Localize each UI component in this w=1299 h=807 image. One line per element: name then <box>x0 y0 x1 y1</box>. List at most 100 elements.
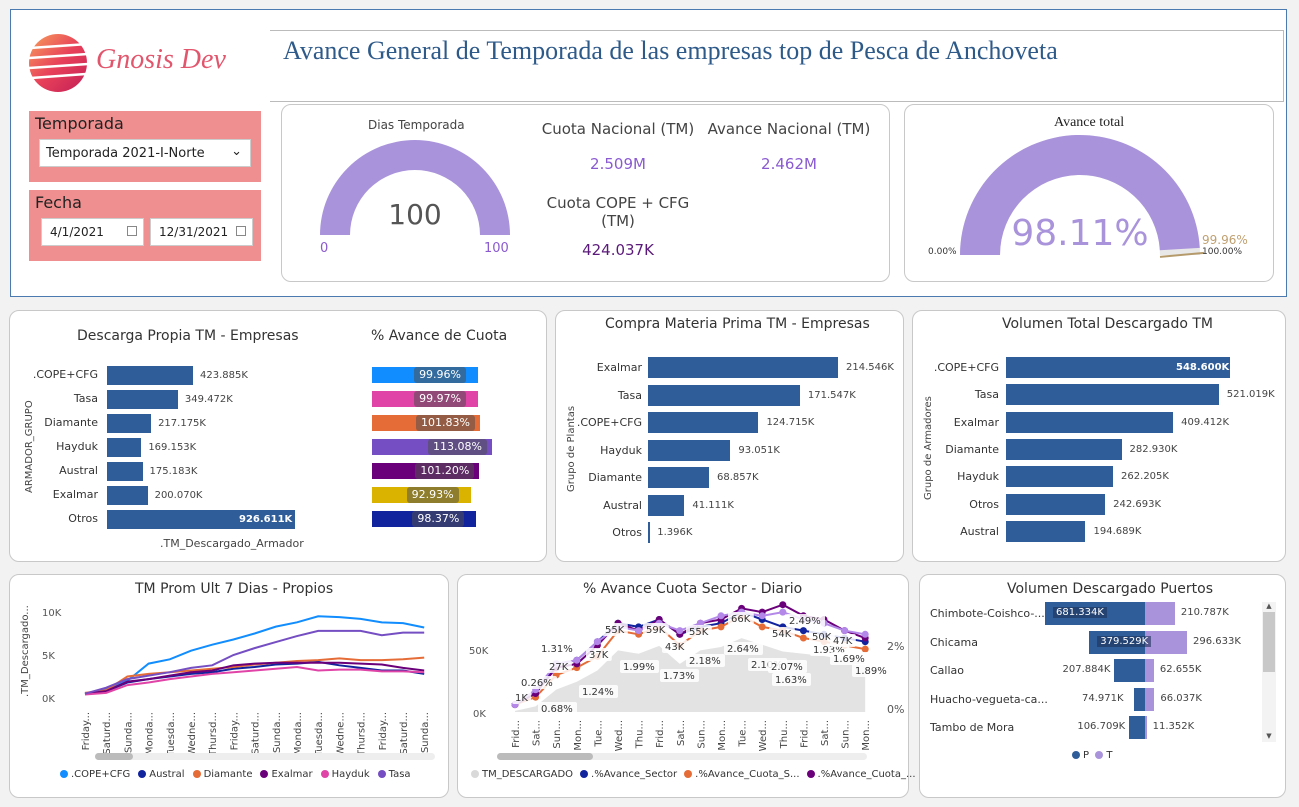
prom-series-line <box>84 661 425 695</box>
sector-xtick: Mon... <box>717 720 728 751</box>
scroll-down-icon[interactable]: ▼ <box>1266 732 1272 740</box>
descarga-category: Austral <box>59 464 98 477</box>
sector-annotation-bg <box>686 625 712 638</box>
sector-point <box>799 627 807 635</box>
sector-annotation: 55K <box>605 625 625 636</box>
sector-annotation-bg <box>538 702 577 715</box>
sector-point <box>573 656 581 664</box>
sector-point <box>861 645 869 653</box>
puertos-p-bar <box>1129 716 1145 739</box>
season-dropdown[interactable]: Temporada 2021-I-Norte ⌄ <box>39 139 251 167</box>
legend-label: .COPE+CFG <box>71 769 131 780</box>
volumen-category: Hayduk <box>957 470 999 484</box>
sector-annotation-bg <box>768 660 807 673</box>
sector-annotation: 0.26% <box>521 678 553 689</box>
sector-scrollbar[interactable] <box>497 753 867 760</box>
sector-annotation-bg <box>620 660 659 673</box>
sector-annotation: 37K <box>589 650 609 661</box>
sector-ytick-right: 0% <box>887 703 904 716</box>
puertos-category: Tambo de Mora <box>930 721 1015 734</box>
volumen-bar-label: 242.693K <box>1113 498 1162 510</box>
sector-annotation-bg <box>579 685 618 698</box>
volumen-bar-label: 548.600K <box>1176 362 1230 373</box>
sector-annotation-bg <box>728 612 754 625</box>
volumen-card <box>912 310 1286 562</box>
sector-annotation-bg <box>852 664 891 677</box>
prom-legend-item[interactable]: Tasa <box>377 769 411 780</box>
sector-point <box>861 630 869 638</box>
sector-annotation: 1.69% <box>833 654 865 665</box>
prom-ytick: 10K <box>42 608 62 619</box>
sector-annotation: 2.64% <box>727 644 759 655</box>
prom-legend-item[interactable]: Hayduk <box>320 769 370 780</box>
volumen-title: Volumen Total Descargado TM <box>1002 316 1214 332</box>
puertos-scroll-thumb[interactable] <box>1263 612 1275 672</box>
prom-legend-item[interactable]: .COPE+CFG <box>60 769 130 780</box>
volumen-ylabel: Grupo de Armadores <box>923 396 934 500</box>
legend-dot <box>260 770 269 778</box>
puertos-p-bar <box>1133 687 1145 711</box>
prom-xtick: Friday... <box>81 712 92 750</box>
scroll-up-icon[interactable]: ▲ <box>1266 602 1272 610</box>
descarga-bar-label: 175.183K <box>149 466 198 477</box>
sector-legend-item[interactable]: .%Avance_Sector <box>580 769 677 780</box>
date-to-input[interactable]: 12/31/2021 <box>150 218 253 246</box>
sector-annotation-bg <box>724 642 763 655</box>
pct-label: 113.08% <box>428 439 487 455</box>
puertos-scrollbar[interactable]: ▲ ▼ <box>1262 602 1276 742</box>
puertos-t-label: 296.633K <box>1193 635 1241 647</box>
calendar-icon[interactable] <box>236 226 246 236</box>
sector-annotation: 1.99% <box>623 662 655 673</box>
sector-xtick: Sun... <box>696 720 707 749</box>
legend-label: Austral <box>149 769 185 780</box>
dias-gauge-arc <box>320 140 510 235</box>
prom-legend-item[interactable]: Exalmar <box>260 769 313 780</box>
sector-legend-item[interactable]: .%Avance_Cuota_... <box>806 769 916 780</box>
page-title: Avance General de Temporada de las empre… <box>283 36 1058 65</box>
legend-t-dot <box>1095 751 1104 759</box>
date-from-input[interactable]: 4/1/2021 <box>41 218 144 246</box>
sector-legend-item[interactable]: .%Avance_Cuota_S... <box>684 769 800 780</box>
dias-min: 0 <box>320 241 329 256</box>
puertos-p-bar <box>1114 659 1145 682</box>
compra-bar-label: 93.051K <box>738 444 780 456</box>
puertos-t-label: 62.655K <box>1159 664 1202 675</box>
calendar-icon[interactable] <box>127 226 137 236</box>
sector-point <box>676 627 684 635</box>
sector-annotation: 27K <box>549 662 569 673</box>
legend-label: .%Avance_Cuota_... <box>817 769 916 780</box>
prom-title: TM Prom Ult 7 Dias - Propios <box>135 581 334 597</box>
avance-max: 100.00% <box>1202 247 1243 257</box>
sector-annotation-bg <box>512 691 532 704</box>
avance-target-label: 99.96% <box>1202 233 1248 247</box>
title-frame <box>270 30 1284 102</box>
prom-xtick: Tuesda... <box>166 712 177 757</box>
descarga-bar-label: 200.070K <box>154 490 203 501</box>
sector-xtick: Tue... <box>593 720 604 748</box>
legend-t-label: T <box>1106 750 1113 761</box>
sector-point <box>758 623 766 631</box>
descarga-bar <box>107 510 295 529</box>
prom-scrollbar[interactable] <box>95 753 435 760</box>
legend-p-dot <box>1072 751 1080 759</box>
date-from-value: 4/1/2021 <box>50 225 104 239</box>
puertos-t-label: 210.787K <box>1180 607 1229 618</box>
legend-label: Diamante <box>203 769 253 780</box>
compra-bar <box>648 412 759 433</box>
sector-annotation: 55K <box>689 627 709 638</box>
descarga-category: Diamante <box>44 416 98 429</box>
prom-legend-item[interactable]: Diamante <box>192 769 253 780</box>
sector-xtick: Sun... <box>552 720 563 749</box>
sector-title: % Avance Cuota Sector - Diario <box>583 581 803 597</box>
sector-annotation: 1.73% <box>663 671 695 682</box>
prom-scroll-thumb[interactable] <box>95 753 133 760</box>
prom-legend-item[interactable]: Austral <box>138 769 185 780</box>
legend-dot <box>806 770 815 778</box>
sector-annotation-bg <box>772 673 811 686</box>
legend-dot <box>192 770 201 778</box>
volumen-bar-label: 409.412K <box>1181 416 1230 428</box>
legend-dot <box>471 770 479 778</box>
prom-line-chart: 10K 5K 0K Friday... Saturd... Sunda... Monda..… <box>42 608 431 757</box>
sector-scroll-thumb[interactable] <box>497 753 593 760</box>
sector-legend-item[interactable]: TM_DESCARGADO <box>471 769 573 780</box>
